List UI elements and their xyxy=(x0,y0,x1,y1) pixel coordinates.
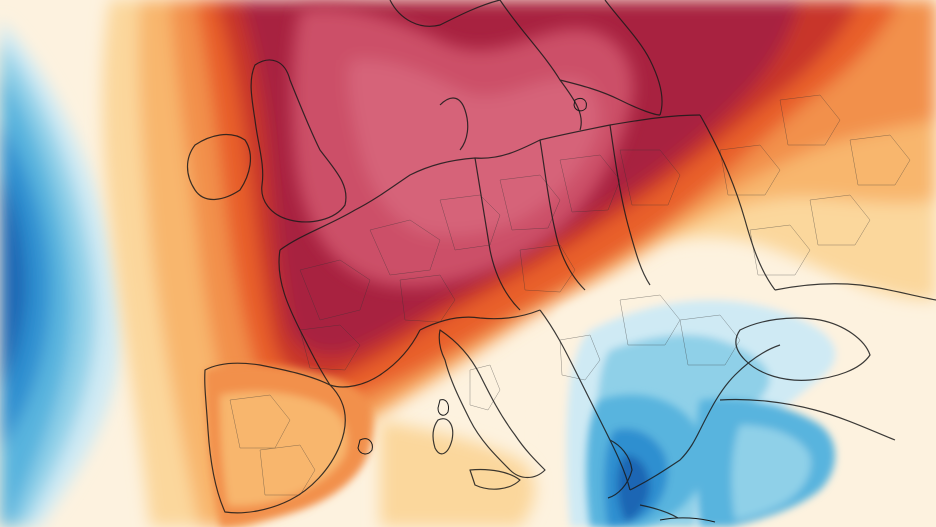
islands xyxy=(357,97,716,523)
mediterranean-neutral-zone xyxy=(380,420,535,527)
aegean-cool-anomaly xyxy=(586,394,835,527)
iberia-warm-anomaly xyxy=(205,364,374,527)
country-borders xyxy=(186,0,936,519)
regional-subdivisions xyxy=(229,94,911,496)
atlantic-cold-anomaly xyxy=(0,20,122,527)
